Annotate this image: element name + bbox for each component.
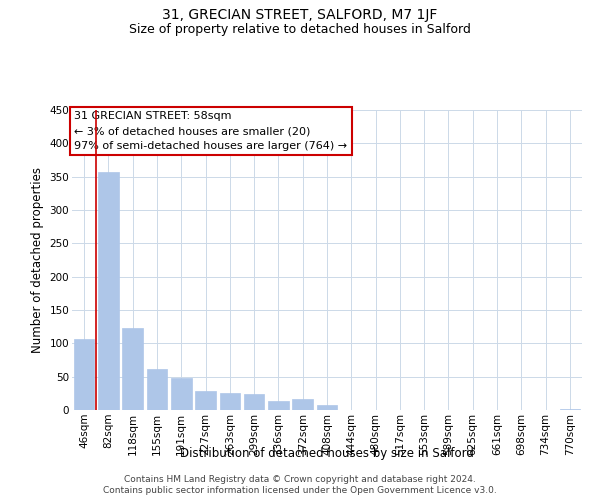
Bar: [74, 338, 94, 410]
Bar: [98, 172, 119, 410]
Bar: [268, 400, 289, 410]
Bar: [560, 408, 580, 410]
Bar: [146, 368, 167, 410]
Bar: [122, 328, 143, 410]
Bar: [195, 390, 216, 410]
Bar: [244, 394, 265, 410]
Text: 31, GRECIAN STREET, SALFORD, M7 1JF: 31, GRECIAN STREET, SALFORD, M7 1JF: [163, 8, 437, 22]
Bar: [292, 398, 313, 410]
Y-axis label: Number of detached properties: Number of detached properties: [31, 167, 44, 353]
Text: Contains public sector information licensed under the Open Government Licence v3: Contains public sector information licen…: [103, 486, 497, 495]
Bar: [317, 404, 337, 410]
Bar: [220, 392, 240, 410]
Text: 31 GRECIAN STREET: 58sqm
← 3% of detached houses are smaller (20)
97% of semi-de: 31 GRECIAN STREET: 58sqm ← 3% of detache…: [74, 112, 347, 151]
Text: Distribution of detached houses by size in Salford: Distribution of detached houses by size …: [180, 448, 474, 460]
Text: Contains HM Land Registry data © Crown copyright and database right 2024.: Contains HM Land Registry data © Crown c…: [124, 475, 476, 484]
Text: Size of property relative to detached houses in Salford: Size of property relative to detached ho…: [129, 22, 471, 36]
Bar: [171, 378, 191, 410]
